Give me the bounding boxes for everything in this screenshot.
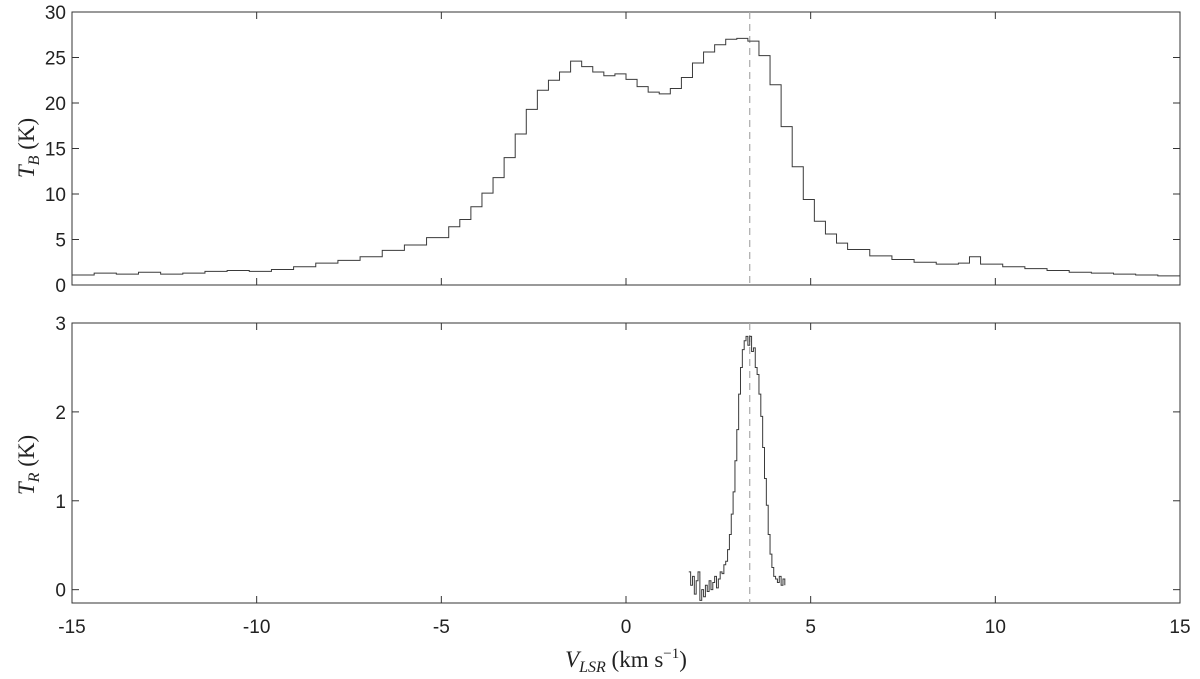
- bottom-panel: -15 -10 -5 0 5 10 15 0 1 2 3 TR (K) VLSR (km s−1): [14, 314, 1191, 676]
- top-y-tick-label: 20: [45, 94, 66, 115]
- bottom-y-axis-label: TR (K): [14, 435, 43, 495]
- bottom-y-label-main: T: [14, 480, 39, 495]
- top-y-label-main: T: [14, 163, 39, 178]
- x-label-unit: (km s: [606, 647, 664, 672]
- x-label-main: V: [565, 647, 582, 672]
- top-y-tick-label: 0: [55, 276, 66, 297]
- top-y-label-unit: (K): [14, 118, 39, 156]
- bottom-y-tick-label: 1: [55, 492, 66, 513]
- top-plot-frame: [71, 11, 1181, 286]
- x-tick-label: 0: [621, 617, 632, 638]
- x-label-sub: LSR: [578, 659, 606, 676]
- x-tick-label: -15: [58, 617, 85, 638]
- top-y-tick-label: 10: [45, 185, 66, 206]
- top-ticks: 0 5 10 15 20 25 30: [45, 3, 1181, 297]
- bottom-ticks: -15 -10 -5 0 5 10 15 0 1 2 3: [55, 314, 1190, 638]
- bottom-y-tick-label: 2: [55, 403, 66, 424]
- x-tick-label: 15: [1169, 617, 1190, 638]
- top-y-tick-label: 5: [55, 231, 66, 252]
- bottom-plot-frame: [71, 322, 1181, 604]
- x-tick-label: -5: [433, 617, 450, 638]
- bottom-y-tick-label: 0: [55, 581, 66, 602]
- x-label-sup: −1: [663, 646, 679, 662]
- tr-spectrum-line: [688, 335, 786, 601]
- top-y-label-sub: B: [26, 155, 43, 165]
- top-panel: 0 5 10 15 20 25 30 TB (K): [14, 3, 1181, 297]
- x-label-close: ): [679, 647, 687, 672]
- bottom-y-label-sub: R: [26, 472, 43, 483]
- top-y-tick-label: 25: [45, 49, 66, 70]
- tb-spectrum-line: [72, 37, 1180, 277]
- x-axis-label: VLSR (km s−1): [565, 646, 687, 676]
- x-tick-label: -10: [243, 617, 270, 638]
- bottom-y-tick-label: 3: [55, 314, 66, 335]
- x-tick-label: 10: [985, 617, 1006, 638]
- top-y-tick-label: 15: [45, 140, 66, 161]
- top-y-axis-label: TB (K): [14, 118, 43, 178]
- x-tick-label: 5: [805, 617, 816, 638]
- top-y-tick-label: 30: [45, 3, 66, 24]
- bottom-y-label-unit: (K): [14, 435, 39, 473]
